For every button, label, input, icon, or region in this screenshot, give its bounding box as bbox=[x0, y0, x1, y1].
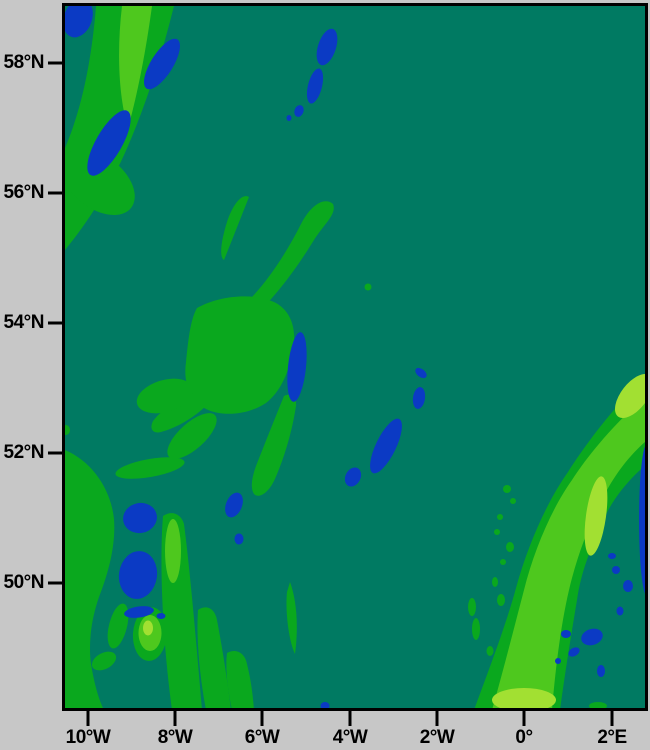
contour-shape bbox=[639, 446, 645, 594]
y-tick-label-52n: 52°N bbox=[3, 442, 45, 463]
contour-shape bbox=[197, 607, 231, 708]
contour-shape bbox=[156, 613, 166, 619]
contour-shape bbox=[165, 519, 181, 583]
contour-shape bbox=[87, 110, 131, 176]
contour-shape bbox=[217, 201, 334, 333]
contour-shape bbox=[91, 651, 117, 671]
contour-shape bbox=[286, 115, 292, 121]
contour-shape bbox=[124, 606, 154, 618]
y-tick-label-58n: 58°N bbox=[3, 52, 45, 73]
x-tick-label-4w: 4°W bbox=[332, 727, 368, 748]
contour-layer-pale_green bbox=[143, 374, 645, 708]
contour-shape bbox=[65, 425, 70, 435]
contour-shape bbox=[251, 394, 297, 496]
contour-shape bbox=[344, 467, 362, 487]
contour-shape bbox=[503, 485, 511, 493]
contour-shape bbox=[123, 502, 157, 534]
contour-shape bbox=[316, 28, 338, 66]
x-tick-label-6w: 6°W bbox=[244, 727, 280, 748]
contour-shape bbox=[286, 582, 297, 654]
contour-shape bbox=[500, 559, 506, 565]
x-tick-label-8w: 8°W bbox=[157, 727, 193, 748]
y-axis-ticks bbox=[48, 61, 62, 585]
y-tick-label-56n: 56°N bbox=[3, 182, 45, 203]
contour-shape bbox=[492, 577, 498, 587]
contour-shape bbox=[370, 418, 402, 474]
x-tick-label-0: 0° bbox=[515, 727, 533, 748]
contour-shape bbox=[119, 6, 152, 128]
contour-shape bbox=[589, 702, 607, 708]
x-tick-label-10w: 10°W bbox=[65, 727, 111, 748]
y-tick-label-54n: 54°N bbox=[3, 312, 45, 333]
contour-shape bbox=[472, 618, 480, 640]
contour-shape bbox=[555, 658, 561, 664]
contour-shape bbox=[616, 606, 624, 616]
contour-shape bbox=[510, 498, 516, 504]
contour-shape bbox=[412, 387, 426, 409]
contour-shape bbox=[144, 38, 180, 90]
contour-shape bbox=[486, 646, 494, 656]
contour-shape bbox=[65, 149, 135, 215]
contour-shape bbox=[306, 68, 324, 104]
contour-shape bbox=[492, 688, 556, 708]
contour-shape bbox=[294, 105, 304, 117]
y-tick-label-50n: 50°N bbox=[3, 572, 45, 593]
contour-shape bbox=[612, 566, 620, 574]
contour-shape bbox=[561, 630, 571, 638]
contour-shape bbox=[226, 651, 254, 708]
contour-shape bbox=[492, 396, 645, 708]
contour-shape bbox=[234, 533, 244, 545]
contour-shape bbox=[185, 296, 295, 414]
contour-shape bbox=[118, 551, 158, 599]
x-tick-label-2e: 2°E bbox=[597, 727, 627, 748]
contour-shape bbox=[287, 332, 307, 402]
contour-shape bbox=[364, 283, 372, 291]
contour-shape bbox=[167, 413, 217, 459]
contour-shape bbox=[608, 553, 616, 559]
contour-shape bbox=[415, 367, 427, 379]
x-tick-label-2w: 2°W bbox=[419, 727, 455, 748]
contour-shape bbox=[115, 457, 185, 479]
contour-shape bbox=[614, 374, 645, 418]
contour-layer-blue bbox=[65, 6, 645, 708]
contour-shape bbox=[597, 665, 605, 677]
contour-shape bbox=[497, 594, 505, 606]
x-axis-ticks bbox=[86, 711, 614, 726]
contour-shape bbox=[568, 647, 580, 657]
contour-shape bbox=[221, 196, 249, 260]
contour-shape bbox=[65, 450, 115, 708]
contour-shape bbox=[584, 476, 608, 556]
contour-shape bbox=[506, 542, 514, 552]
contour-shape bbox=[468, 598, 476, 616]
contour-shape bbox=[136, 378, 194, 414]
map-plot-area bbox=[65, 6, 645, 708]
contour-shape bbox=[320, 702, 330, 708]
contour-shape bbox=[107, 603, 129, 649]
map-shapes bbox=[65, 6, 645, 708]
contour-shape bbox=[143, 620, 153, 636]
contour-shape bbox=[225, 492, 243, 518]
contour-shape bbox=[151, 393, 208, 433]
contour-shape bbox=[623, 580, 633, 592]
map-frame bbox=[62, 3, 648, 711]
contour-shape bbox=[65, 6, 93, 38]
contour-shape bbox=[581, 628, 603, 646]
contour-shape bbox=[494, 529, 500, 535]
contour-shape bbox=[497, 514, 503, 520]
